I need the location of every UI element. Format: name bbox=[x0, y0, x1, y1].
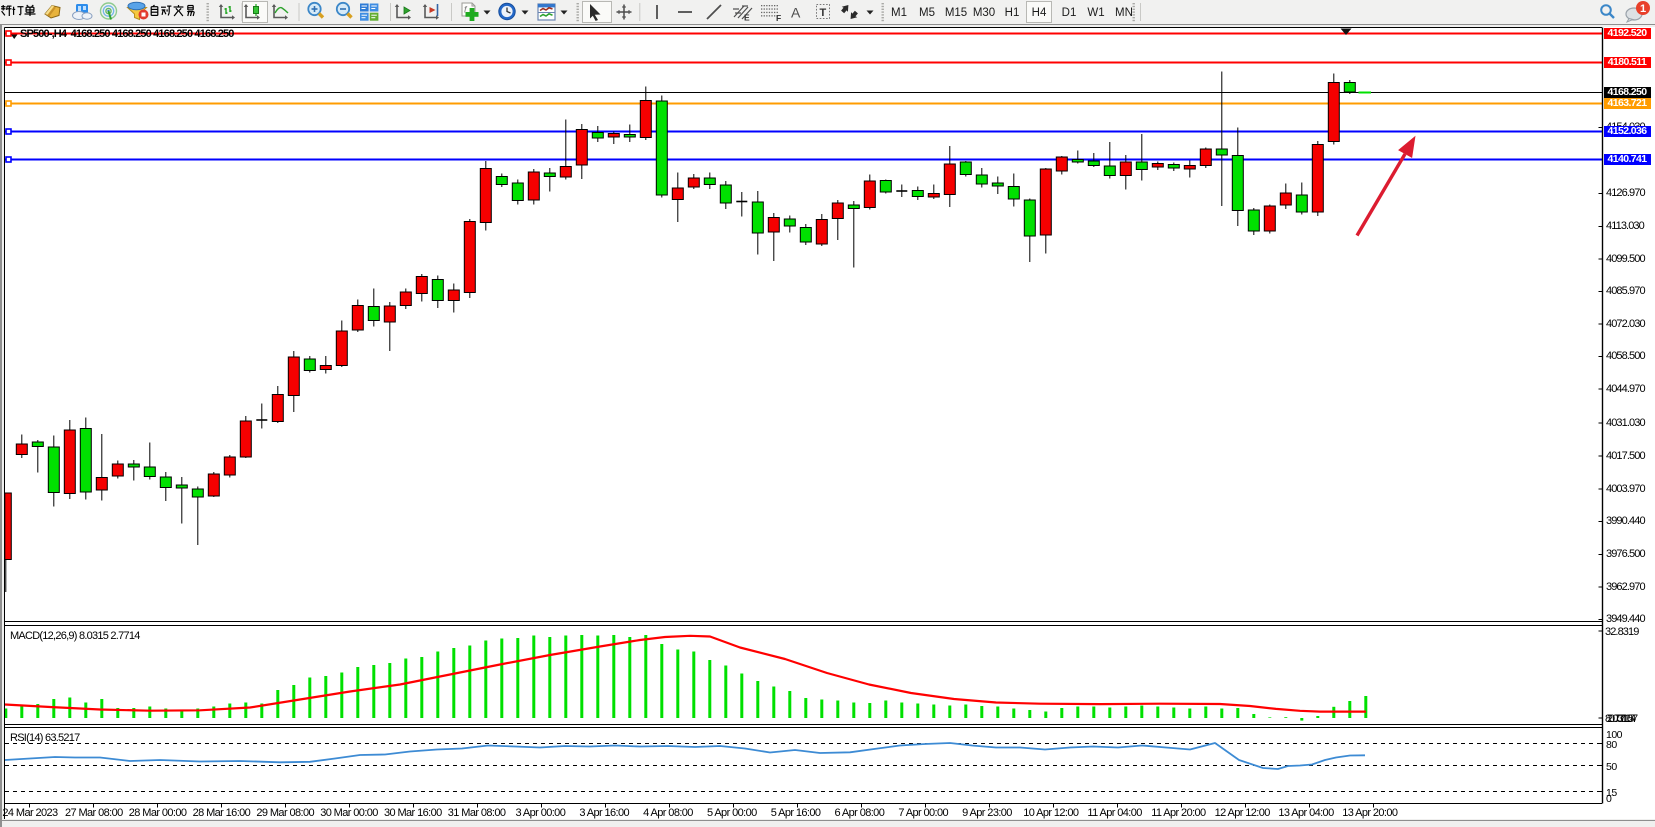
svg-text:D1: D1 bbox=[1062, 7, 1077, 19]
svg-text:T: T bbox=[820, 7, 827, 19]
svg-text:F: F bbox=[776, 13, 781, 23]
svg-text:H4: H4 bbox=[1032, 7, 1047, 19]
svg-text:W1: W1 bbox=[1087, 7, 1104, 19]
svg-text:H1: H1 bbox=[1005, 7, 1020, 19]
svg-text:f: f bbox=[464, 5, 468, 15]
svg-text:E: E bbox=[744, 13, 750, 23]
svg-text:M5: M5 bbox=[919, 7, 935, 19]
svg-text:M30: M30 bbox=[973, 7, 995, 19]
svg-text:M15: M15 bbox=[945, 7, 967, 19]
svg-text:A: A bbox=[791, 5, 801, 21]
svg-text:MN: MN bbox=[1115, 7, 1133, 19]
svg-text:M1: M1 bbox=[891, 7, 907, 19]
svg-text:1: 1 bbox=[1640, 3, 1646, 15]
